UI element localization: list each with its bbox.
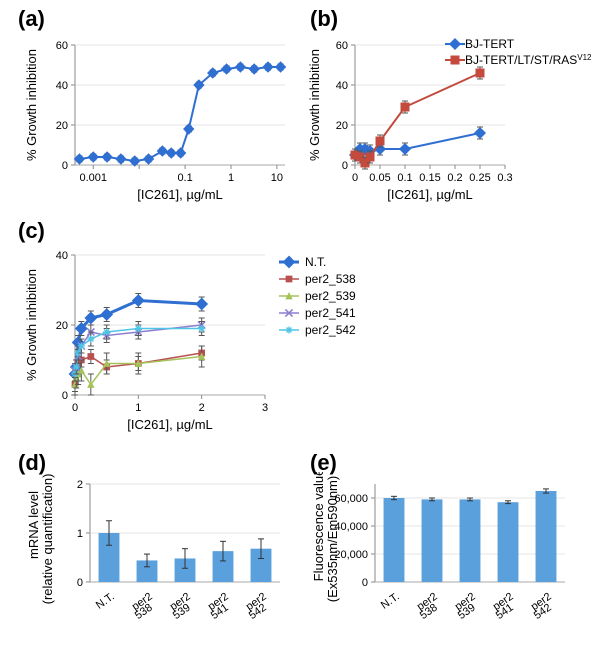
svg-text:3: 3 [262, 402, 268, 414]
svg-text:N.T.: N.T. [379, 591, 402, 612]
panel-b-label: (b) [310, 6, 338, 32]
svg-text:20: 20 [56, 320, 68, 332]
svg-text:N.T.: N.T. [305, 255, 326, 269]
svg-text:BJ-TERT/LT/ST/RASV12: BJ-TERT/LT/ST/RASV12 [465, 53, 592, 68]
svg-text:% Growth inhibition: % Growth inhibition [24, 269, 39, 381]
svg-text:0: 0 [62, 160, 68, 172]
svg-text:0.1: 0.1 [177, 172, 192, 184]
svg-text:[IC261], µg/mL: [IC261], µg/mL [127, 417, 213, 432]
svg-text:mRNA level: mRNA level [26, 491, 41, 559]
svg-text:40: 40 [336, 80, 348, 92]
svg-text:N.T.: N.T. [94, 591, 117, 612]
svg-text:BJ-TERT: BJ-TERT [465, 37, 515, 51]
svg-text:0.2: 0.2 [447, 172, 462, 184]
svg-text:0: 0 [362, 577, 368, 589]
svg-text:1: 1 [228, 172, 234, 184]
svg-text:per2_539: per2_539 [305, 289, 356, 303]
svg-text:0: 0 [342, 160, 348, 172]
svg-text:[IC261], µg/mL: [IC261], µg/mL [137, 187, 223, 202]
svg-text:20: 20 [56, 120, 68, 132]
svg-text:2: 2 [77, 479, 83, 491]
svg-text:0.25: 0.25 [469, 172, 490, 184]
svg-text:0.001: 0.001 [80, 172, 108, 184]
svg-text:1: 1 [135, 402, 141, 414]
panel-a-chart: 0 20 40 60 0.001 0.1 1 10 [IC261], µg/mL % Growth… [20, 30, 300, 220]
svg-text:40: 40 [56, 250, 68, 262]
svg-text:(relative quantification): (relative quantification) [40, 474, 55, 605]
svg-text:% Growth inhibition: % Growth inhibition [307, 49, 322, 161]
panel-a-label: (a) [18, 6, 45, 32]
svg-text:60: 60 [56, 40, 68, 52]
svg-text:0.1: 0.1 [397, 172, 412, 184]
svg-text:[IC261], µg/mL: [IC261], µg/mL [387, 187, 473, 202]
svg-text:Fluorescence value: Fluorescence value [311, 472, 326, 581]
svg-text:2: 2 [199, 402, 205, 414]
svg-text:0: 0 [62, 390, 68, 402]
svg-text:20: 20 [336, 120, 348, 132]
svg-text:per2_538: per2_538 [305, 272, 356, 286]
svg-text:per2_541: per2_541 [305, 306, 356, 320]
svg-text:60: 60 [336, 40, 348, 52]
svg-text:0.05: 0.05 [369, 172, 390, 184]
svg-text:% Growth inhibition: % Growth inhibition [24, 49, 39, 161]
svg-text:0: 0 [352, 172, 358, 184]
svg-text:10: 10 [271, 172, 283, 184]
panel-b-chart: 0 20 40 60 0 0.05 0.1 0.15 0.2 0.25 0.3 [IC261], µg… [305, 30, 595, 220]
svg-text:0.3: 0.3 [497, 172, 512, 184]
svg-text:0.15: 0.15 [419, 172, 440, 184]
svg-text:1: 1 [77, 528, 83, 540]
svg-text:0: 0 [72, 402, 78, 414]
panel-e-chart: 020,00040,00060,000N.T.per2538per2539per… [305, 472, 595, 657]
svg-text:(Ex535nm/Em590nm): (Ex535nm/Em590nm) [325, 476, 340, 602]
svg-text:40: 40 [56, 80, 68, 92]
panel-d-chart: 012N.T.per2538per2539per2541per2542mRNA … [20, 472, 300, 657]
panel-c-chart: 0 20 40 0 1 2 3 [IC261], µg/mL % Growth inhibiti… [20, 240, 380, 450]
svg-text:per2_542: per2_542 [305, 323, 356, 337]
svg-text:0: 0 [77, 577, 83, 589]
